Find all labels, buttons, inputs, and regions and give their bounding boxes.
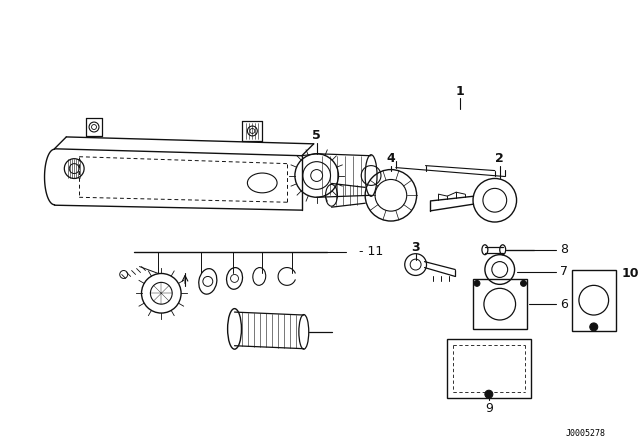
Circle shape [520,280,527,286]
Text: 3: 3 [412,241,420,254]
Circle shape [485,390,493,398]
Text: - 11: - 11 [359,245,383,258]
Text: 2: 2 [495,152,504,165]
Circle shape [590,323,598,331]
Text: 6: 6 [560,297,568,310]
Text: J0005278: J0005278 [566,429,605,438]
Bar [447,339,531,398]
Bar [473,280,527,329]
Text: 10: 10 [621,267,639,280]
Text: 8: 8 [560,243,568,256]
Circle shape [474,280,480,286]
Text: 1: 1 [456,85,465,98]
Text: 4: 4 [387,152,396,165]
Bar [572,270,616,331]
Text: 7: 7 [560,265,568,278]
Text: 9: 9 [485,401,493,414]
Text: 5: 5 [312,129,321,142]
